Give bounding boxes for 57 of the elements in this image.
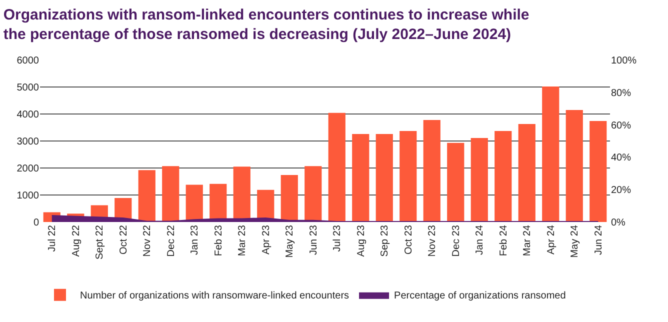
x-tick-label: Sep 23: [380, 224, 391, 257]
bar: [352, 134, 370, 222]
x-tick-label: Mar 23: [237, 224, 248, 256]
bar: [566, 110, 583, 222]
x-tick-label: Feb 24: [498, 224, 510, 256]
bar: [542, 86, 560, 222]
y2-tick-label: 40%: [611, 152, 632, 164]
x-tick-label: Nov 23: [427, 224, 438, 257]
x-tick-label: Jun 23: [308, 224, 320, 256]
x-tick-label: May 23: [284, 224, 296, 258]
y-tick-label: 1000: [16, 190, 40, 202]
y2-tick-label: 0%: [611, 218, 626, 228]
y-tick-label: 0: [33, 218, 40, 228]
bar: [138, 170, 156, 222]
x-tick-label: May 24: [570, 224, 581, 258]
bar: [186, 184, 203, 222]
x-tick-label: Jan 23: [190, 224, 201, 256]
bar: [376, 134, 393, 222]
y-tick-label: 5000: [16, 82, 40, 94]
bar: [328, 112, 346, 222]
bar: [423, 120, 440, 222]
bar: [518, 124, 536, 222]
bar: [400, 131, 417, 222]
bar: [494, 131, 512, 222]
x-tick-label: Oct 23: [403, 224, 414, 254]
x-tick-label: Dec 23: [450, 224, 462, 257]
y-tick-label: 2000: [16, 164, 40, 174]
legend-label: Number of organizations with ransomware-linked encounters: [80, 290, 350, 302]
x-tick-label: Nov 22: [142, 224, 154, 257]
x-tick-label: Dec 22: [166, 224, 177, 257]
x-tick-label: Apr 23: [260, 224, 272, 254]
y2-tick-label: 60%: [611, 120, 632, 132]
bar: [447, 142, 464, 222]
x-tick-label: Sept 22: [94, 224, 106, 260]
y2-tick-label: 100%: [611, 56, 637, 66]
x-tick-label: Jan 24: [474, 224, 486, 256]
bar: [470, 138, 488, 222]
x-tick-label: Aug 22: [70, 224, 82, 257]
x-tick-label: Mar 24: [522, 224, 534, 256]
y2-tick-label: 20%: [611, 185, 632, 196]
legend-label: Percentage of organizations ransomed: [394, 290, 566, 302]
x-tick-label: Jun 24: [593, 224, 604, 256]
chart-title: Organizations with ransom-linked encounters continues to increase while the percentage of those ransomed is decreasing (July 2022–June 2024): [3, 6, 530, 43]
y-tick-label: 3000: [16, 136, 40, 148]
bar: [162, 166, 180, 222]
y-tick-label: 4000: [16, 110, 40, 120]
x-tick-label: Apr 24: [546, 224, 557, 254]
y-tick-label: 6000: [16, 56, 40, 66]
bar: [304, 166, 322, 222]
x-tick-label: Oct 22: [118, 224, 130, 254]
bar: [280, 175, 298, 222]
y2-tick-label: 80%: [611, 88, 632, 99]
x-tick-label: Jul 23: [332, 224, 344, 252]
bar: [590, 121, 607, 222]
x-tick-label: Feb 23: [213, 224, 224, 256]
x-tick-label: Jul 22: [47, 224, 58, 252]
x-tick-label: Aug 23: [356, 224, 367, 257]
